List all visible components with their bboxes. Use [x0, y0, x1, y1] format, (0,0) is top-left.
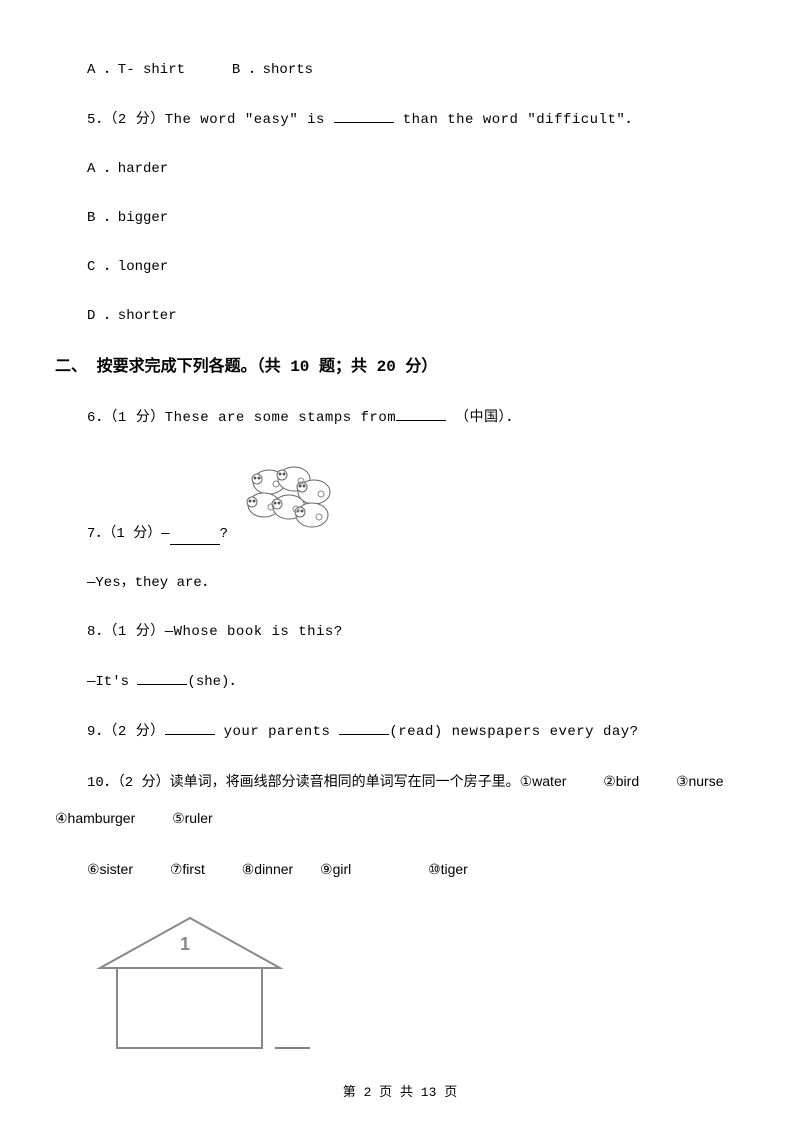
q7-line: 7．（1 分）—?: [55, 457, 745, 545]
q4-options: A ．T- shirt B ．shorts: [55, 60, 745, 81]
q10-w4: ④hamburger: [55, 810, 135, 826]
q9-blank2[interactable]: [339, 721, 389, 735]
house-number: 1: [180, 934, 190, 954]
q10-w1: ①water: [520, 773, 567, 789]
q8-blank[interactable]: [137, 671, 187, 685]
q10-w7: ⑦first: [170, 861, 205, 877]
q10-w6: ⑥sister: [87, 861, 133, 877]
q10-w5: ⑤ruler: [172, 810, 213, 826]
q8-ans-after: (she)．: [187, 674, 243, 690]
q9-after: (read) newspapers every day?: [389, 724, 638, 740]
page-footer: 第 2 页 共 13 页: [0, 1083, 800, 1103]
q10-text-line2: ⑥sister ⑦first ⑧dinner ⑨girl ⑩tiger: [55, 859, 745, 882]
q7-before: 7．（1 分）—: [87, 524, 170, 545]
q10-text: 10．（2 分）读单词，将画线部分读音相同的单词写在同一个房子里。: [87, 775, 520, 791]
q10-w9: ⑨girl: [320, 861, 351, 877]
q6-text: 6．（1 分）These are some stamps from （中国）．: [55, 407, 745, 429]
q8-answer: —It's (she)．: [55, 671, 745, 693]
q10-w10: ⑩tiger: [428, 861, 468, 877]
q5-text: 5．（2 分）The word "easy" is than the word …: [55, 109, 745, 131]
q10-text-line1: 10．（2 分）读单词，将画线部分读音相同的单词写在同一个房子里。①water …: [55, 771, 745, 794]
q10-w8: ⑧dinner: [242, 861, 293, 877]
q7-after: ?: [220, 524, 228, 545]
q5-opt-b: B ．bigger: [55, 208, 745, 229]
q6-before: 6．（1 分）These are some stamps from: [87, 410, 396, 426]
q10-text-line1b: ④hamburger ⑤ruler: [55, 808, 745, 831]
q6-blank[interactable]: [396, 407, 446, 421]
house-diagram: 1: [85, 910, 745, 1068]
q5-opt-a: A ．harder: [55, 159, 745, 180]
q4-opt-a: A ．T- shirt: [87, 62, 185, 78]
q7-answer: —Yes，they are．: [55, 573, 745, 594]
sheep-image: [234, 457, 344, 545]
q10-w3: ③nurse: [676, 773, 724, 789]
q8-text: 8．（1 分）—Whose book is this?: [55, 622, 745, 643]
q5-opt-d: D ．shorter: [55, 306, 745, 327]
q9-blank1[interactable]: [165, 721, 215, 735]
q9-mid: your parents: [215, 724, 340, 740]
q6-after: （中国）．: [446, 410, 520, 426]
q5-after: than the word "difficult"．: [394, 112, 640, 128]
q4-opt-b: B ．shorts: [232, 62, 313, 78]
q7-blank[interactable]: [170, 531, 220, 545]
q9-before: 9．（2 分）: [87, 724, 165, 740]
q9-text: 9．（2 分） your parents (read) newspapers e…: [55, 721, 745, 743]
q5-opt-c: C ．longer: [55, 257, 745, 278]
q10-w2: ②bird: [603, 773, 639, 789]
section2-title: 二、 按要求完成下列各题。（共 10 题；共 20 分）: [55, 355, 745, 379]
q5-blank[interactable]: [334, 109, 394, 123]
q5-before: 5．（2 分）The word "easy" is: [87, 112, 334, 128]
q8-ans-before: —It's: [87, 674, 137, 690]
